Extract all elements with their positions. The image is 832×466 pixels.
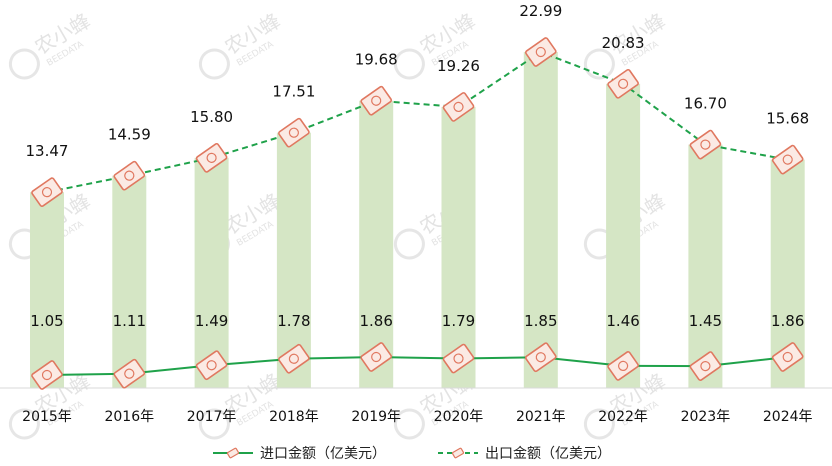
bee-icon	[198, 48, 230, 80]
import-value-label: 1.78	[277, 312, 310, 330]
export-marker-icon	[442, 92, 475, 122]
export-value-label: 14.59	[108, 126, 151, 144]
x-tick-label: 2024年	[763, 409, 813, 425]
import-marker-icon	[689, 351, 722, 381]
bar	[276, 132, 311, 388]
export-marker-icon	[195, 143, 228, 173]
legend-item-export: 出口金额（亿美元）	[438, 446, 611, 462]
bar	[523, 52, 558, 388]
bee-icon	[393, 408, 425, 440]
legend-marker-import-icon	[226, 447, 240, 459]
x-tick-label: 2020年	[434, 409, 484, 425]
import-value-label: 1.79	[442, 312, 475, 330]
import-series-line	[46, 355, 788, 376]
export-marker-icon	[278, 117, 310, 148]
export-marker-icon	[31, 177, 63, 207]
export-marker-icon	[360, 85, 393, 116]
x-tick-label: 2021年	[516, 409, 566, 425]
import-marker-icon	[524, 342, 557, 373]
bee-icon	[393, 228, 425, 260]
import-marker-icon	[771, 342, 804, 372]
export-value-label: 22.99	[519, 2, 562, 20]
legend: 进口金额（亿美元） 出口金额（亿美元）	[213, 446, 611, 462]
import-value-label: 1.45	[689, 312, 722, 330]
bar	[30, 192, 64, 388]
import-value-label: 1.11	[113, 312, 146, 330]
bar	[112, 175, 147, 388]
export-marker-icon	[771, 144, 804, 175]
import-marker-icon	[278, 343, 310, 374]
export-value-label: 15.80	[190, 108, 233, 126]
x-tick-label: 2015年	[22, 409, 72, 425]
bar	[688, 144, 723, 388]
import-value-label: 1.86	[359, 312, 392, 330]
bee-icon	[8, 408, 40, 440]
bee-icon	[8, 48, 40, 80]
x-tick-label: 2017年	[187, 409, 237, 425]
import-marker-icon	[31, 360, 63, 390]
export-marker-icon	[524, 37, 557, 67]
export-series-line	[46, 50, 788, 194]
import-marker-icon	[360, 342, 393, 372]
export-marker-icon	[689, 129, 722, 160]
legend-item-import: 进口金额（亿美元）	[213, 446, 386, 462]
export-value-label: 17.51	[272, 83, 315, 101]
export-value-label: 19.26	[437, 57, 480, 75]
x-tick-label: 2019年	[351, 409, 401, 425]
import-value-label: 1.85	[524, 312, 557, 330]
bee-icon	[393, 48, 425, 80]
bar	[606, 83, 641, 389]
bar	[194, 157, 229, 388]
bars-layer	[30, 52, 805, 389]
export-marker-icon	[113, 160, 146, 191]
export-value-label: 13.47	[26, 142, 69, 160]
lines-layer	[46, 50, 788, 376]
labels-layer: 13.47 14.59 15.80 17.51 19.68 19.26 22.99 20.83…	[26, 2, 810, 330]
x-tick-label: 2023年	[681, 409, 731, 425]
export-marker-icon	[607, 68, 639, 99]
import-value-label: 1.46	[606, 312, 639, 330]
import-marker-icon	[113, 358, 146, 389]
import-marker-icon	[442, 343, 475, 374]
legend-label-import: 进口金额（亿美元）	[260, 446, 386, 462]
export-value-label: 20.83	[602, 34, 645, 52]
x-ticks: 2015年 2016年 2017年 2018年 2019年 2020年 2021年 2022年…	[22, 409, 812, 425]
import-marker-icon	[607, 351, 639, 381]
export-value-label: 19.68	[355, 51, 398, 69]
legend-marker-export-icon	[451, 447, 465, 459]
markers-layer	[31, 37, 804, 390]
import-marker-icon	[195, 350, 228, 381]
bar	[359, 100, 394, 388]
bee-icon	[583, 408, 615, 440]
x-tick-label: 2022年	[598, 409, 648, 425]
x-tick-label: 2016年	[104, 409, 154, 425]
bar	[441, 106, 476, 389]
export-value-label: 16.70	[684, 95, 727, 113]
bee-icon	[198, 408, 230, 440]
export-value-label: 15.68	[766, 110, 809, 128]
legend-label-export: 出口金额（亿美元）	[485, 446, 611, 462]
x-tick-label: 2018年	[269, 409, 319, 425]
import-value-label: 1.86	[771, 312, 804, 330]
import-value-label: 1.49	[195, 312, 228, 330]
import-value-label: 1.05	[30, 312, 63, 330]
